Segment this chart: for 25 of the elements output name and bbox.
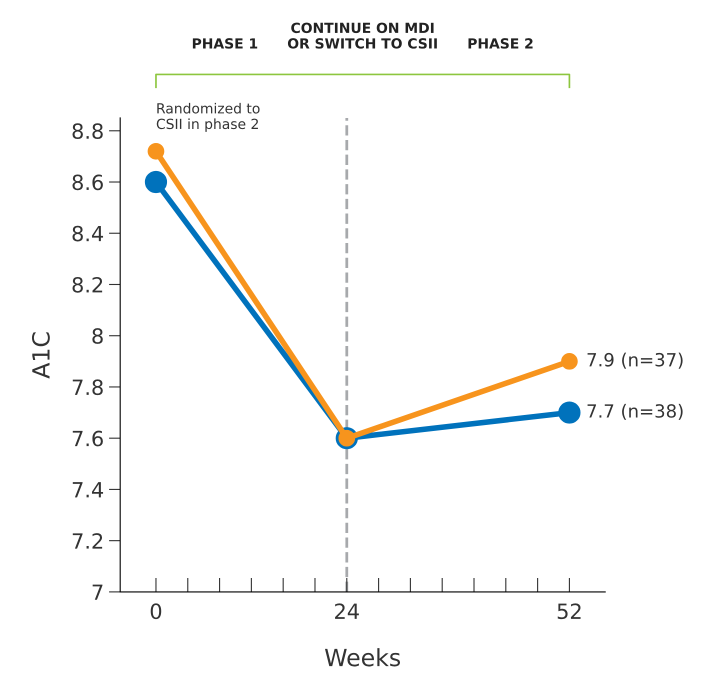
x-tick-label: 52 (558, 603, 581, 620)
y-tick-label: 8 (92, 328, 103, 344)
x-tick-label: 0 (150, 603, 162, 620)
x-tick-label: 24 (335, 603, 359, 619)
y-tick-label: 8.4 (72, 226, 104, 242)
data-label: 7.7 (n=38) (588, 404, 683, 420)
point (148, 142, 164, 160)
y-tick-label: 7.2 (72, 533, 102, 549)
y-tick-label: 7.8 (72, 379, 103, 396)
y-tick-label: 7.6 (72, 430, 103, 446)
y-axis-title: A1C (32, 332, 50, 379)
y-tick-label: 8.6 (72, 174, 103, 190)
data-label: 7.9 (n=37) (588, 352, 683, 369)
y-tick-label: 7 (92, 584, 102, 600)
point (558, 401, 581, 424)
y-tick-label: 8.8 (72, 123, 103, 139)
y-tick-label: 8.2 (72, 276, 102, 293)
x-axis-title: Weeks (324, 648, 400, 666)
point (561, 353, 578, 370)
text: CONTINUE ON MDI OR SWITCH TO CSII (288, 22, 437, 49)
text: PHASE 1 (192, 38, 258, 49)
y-tick-label: 7.4 (72, 482, 104, 498)
text: PHASE 2 (468, 38, 533, 49)
annotation: Randomized to CSII in phase 2 (156, 102, 260, 132)
point (144, 170, 168, 194)
